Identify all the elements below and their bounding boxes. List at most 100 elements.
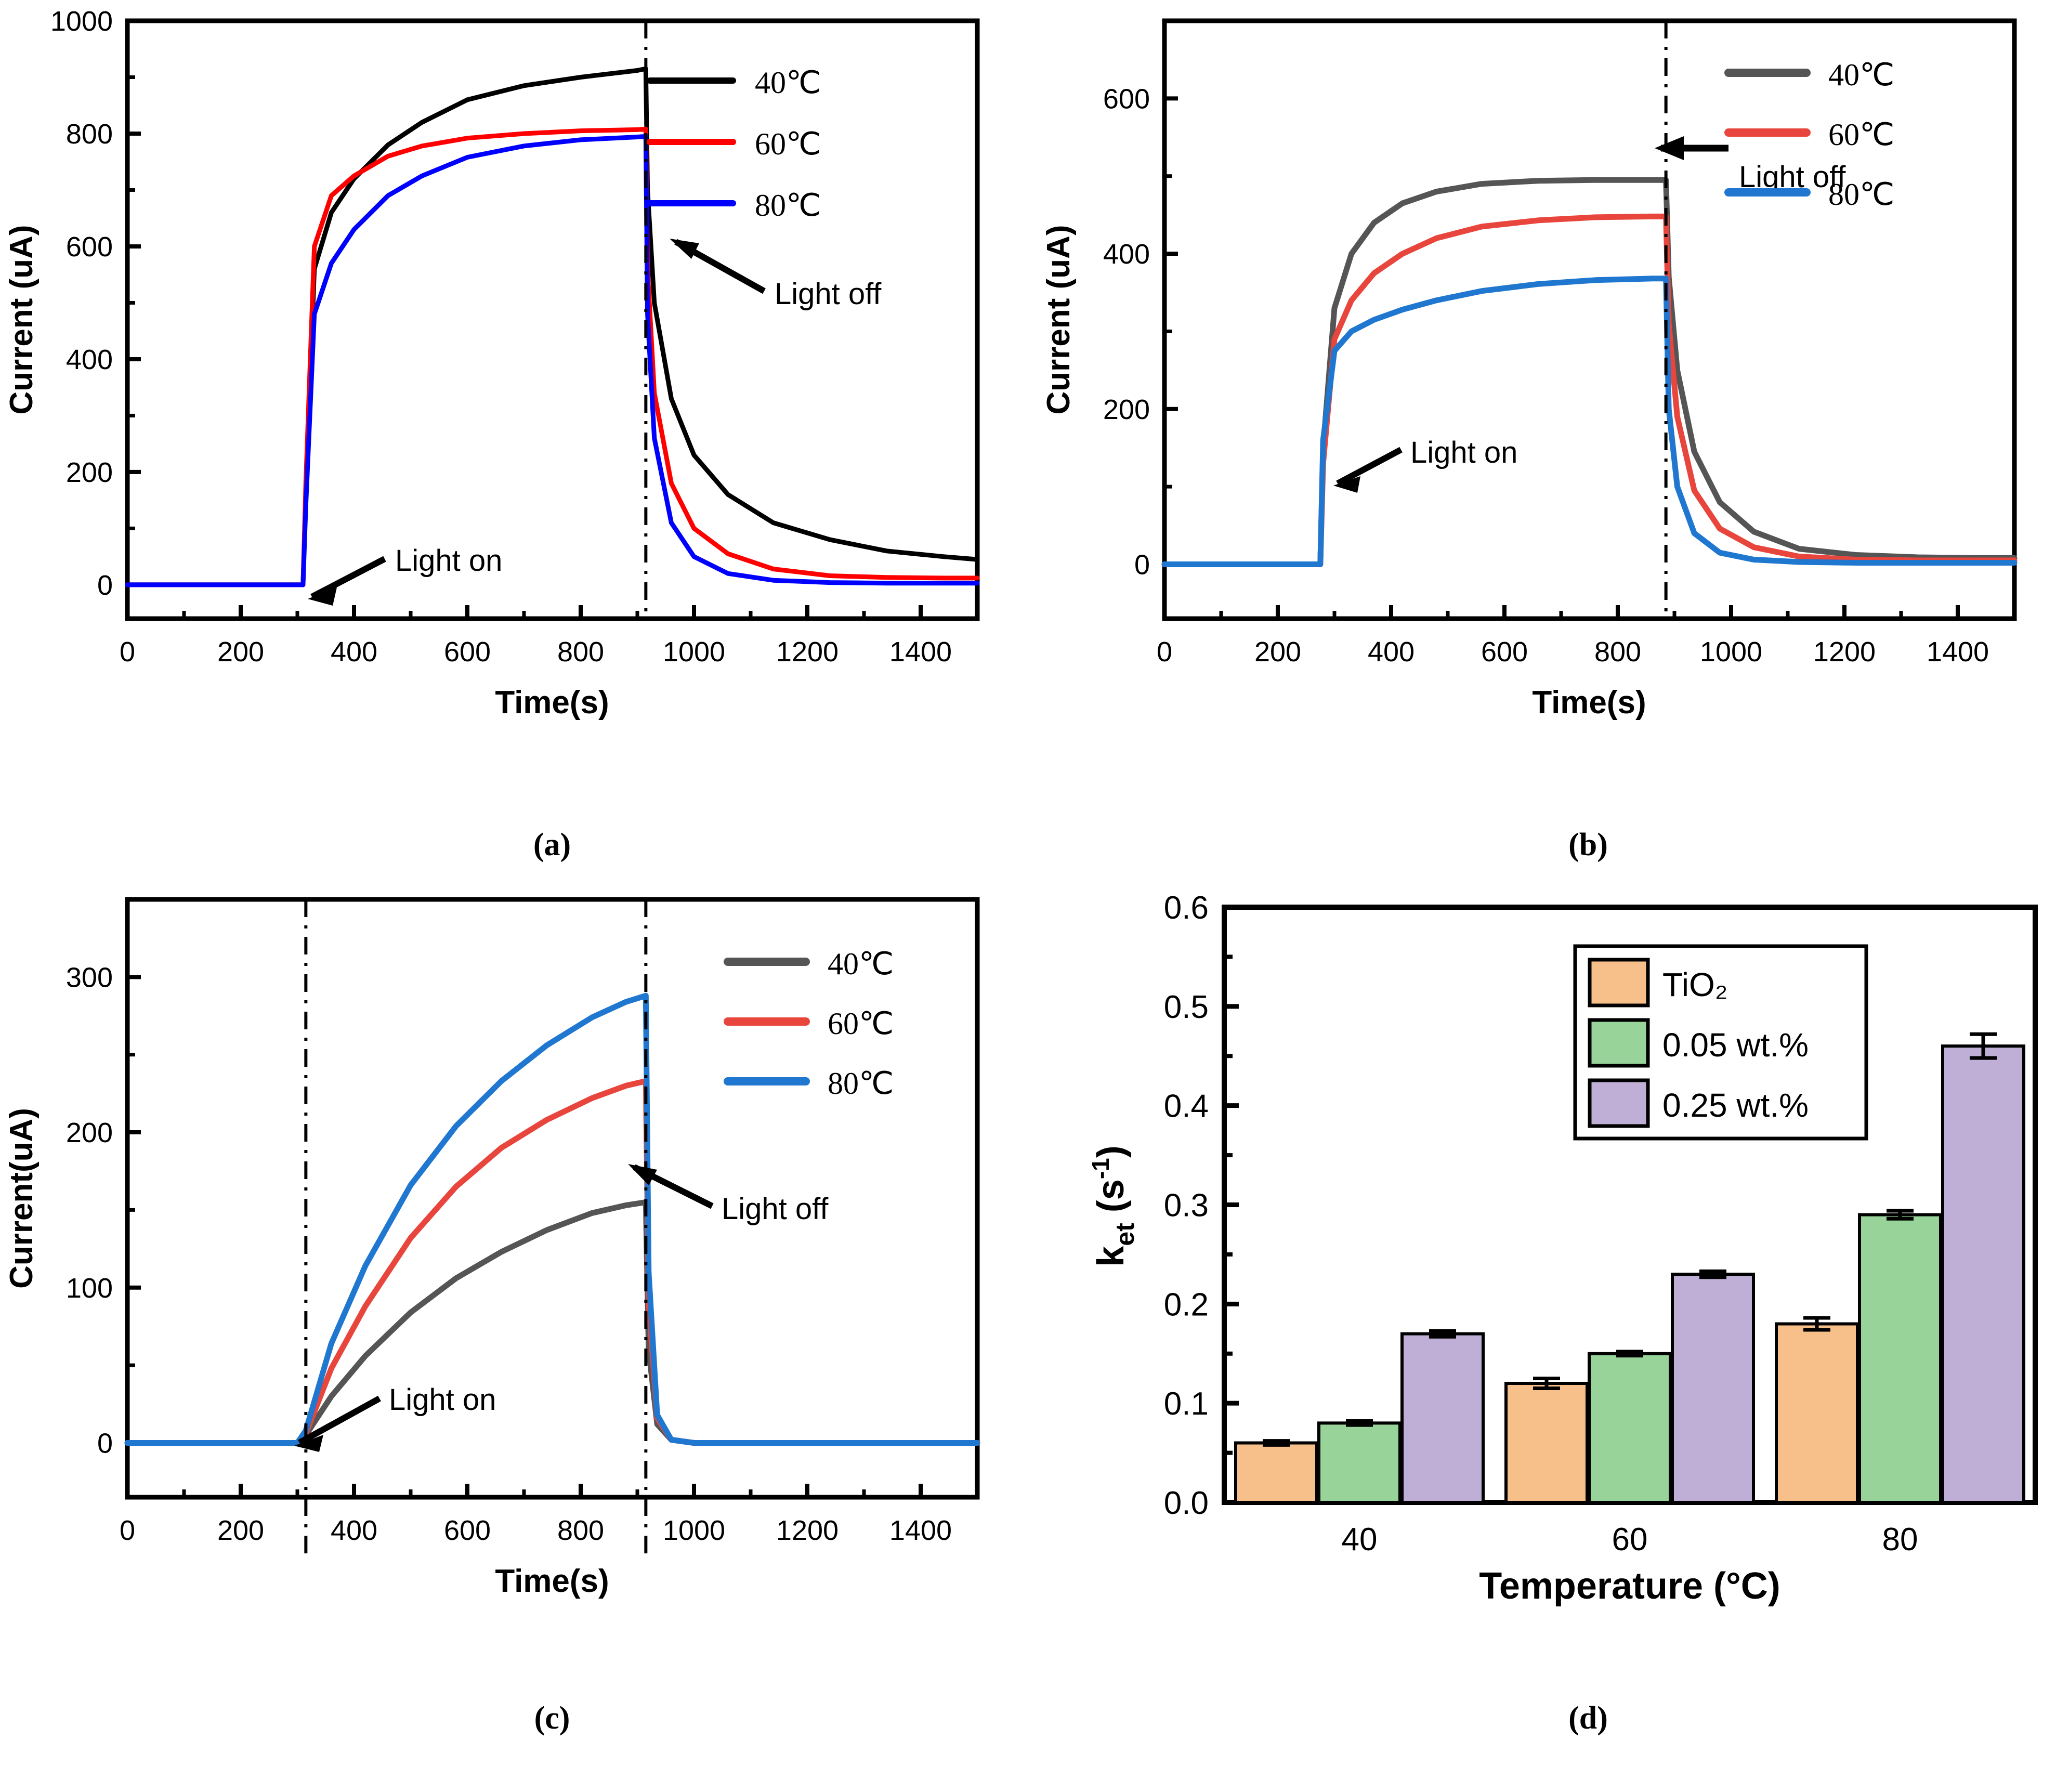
- panel-d-ytick-0.1: 0.1: [1164, 1386, 1209, 1422]
- panel-b-legend: 40℃ 60℃ 80℃: [1724, 58, 1894, 212]
- panel-a-legend-label-3: 80℃: [755, 188, 821, 223]
- panel-a-light-on-label: Light on: [395, 544, 502, 578]
- panel-a-xtick-0: 0: [120, 636, 135, 668]
- panel-d-bar-60-1: [1504, 1382, 1589, 1504]
- panel-c-curves: [124, 992, 980, 1446]
- panel-c-light-on-annotation: Light on: [294, 1383, 496, 1452]
- panel-c-ytick-200: 200: [66, 1117, 113, 1148]
- panel-a-light-on-annotation: Light on: [308, 544, 502, 606]
- panel-c-xtick-1400: 1400: [889, 1515, 952, 1546]
- panel-a-ytick-600: 600: [66, 231, 113, 263]
- panel-d-bar-80-2: [1858, 1213, 1942, 1504]
- panel-b-ytick-400: 400: [1103, 239, 1150, 270]
- panel-d-errorbar-80-3: [1970, 1032, 1997, 1060]
- panel-b-legend-label-3: 80℃: [1828, 177, 1894, 212]
- panel-c-ylabel: Current(uA): [4, 1108, 40, 1289]
- panel-a-light-off-annotation: Light off: [670, 239, 882, 311]
- panel-a-series-2: [125, 126, 980, 587]
- panel-a-light-off-label: Light off: [775, 277, 882, 311]
- panel-d-svg: 0.0 0.1 0.2 0.3 0.4 0.5 0.6 40 60 80 TiO₂ 0.05 wt.…: [1089, 890, 2038, 1606]
- panel-b-ytick-0: 0: [1134, 549, 1150, 580]
- panel-b-light-off-annotation: Light off: [1655, 136, 1846, 194]
- panel-d-xlabel: Temperature (°C): [1479, 1565, 1780, 1606]
- panel-b-caption: (b): [1568, 827, 1608, 862]
- panel-c-ticks: 0 200 400 600 800 1000 1200 1400 0 100 200 300: [66, 962, 952, 1546]
- panel-b-series-3: [1161, 276, 2018, 567]
- svg-text:ket (s-1): ket (s-1): [1089, 1145, 1140, 1266]
- panel-c-xtick-600: 600: [444, 1515, 491, 1546]
- panel-d-ticks: 0.0 0.1 0.2 0.3 0.4 0.5 0.6 40 60 80: [1164, 890, 1918, 1558]
- panel-d-errorbar-40-1: [1263, 1439, 1290, 1447]
- panel-c-ytick-0: 0: [97, 1428, 113, 1459]
- panel-d-legend-swatch-2: [1588, 1018, 1650, 1068]
- panel-b-series-1: [1161, 177, 2018, 567]
- panel-b-series-2: [1161, 213, 2018, 567]
- panel-c-legend-label-2: 60℃: [828, 1006, 894, 1041]
- panel-a-xtick-1200: 1200: [776, 636, 839, 668]
- panel-b-ytick-200: 200: [1103, 394, 1150, 425]
- panel-d-errorbar-80-1: [1803, 1316, 1830, 1332]
- panel-c-legend-label-3: 80℃: [828, 1066, 894, 1101]
- panel-d-caption: (d): [1568, 1701, 1608, 1736]
- panel-d-bar-80-1: [1775, 1322, 1859, 1504]
- panel-b-light-on-label: Light on: [1410, 436, 1517, 469]
- panel-c: 0 200 400 600 800 1000 1200 1400 0 100 200 300 Ligh…: [0, 879, 1019, 1606]
- panel-d-bars: [1234, 1032, 2025, 1505]
- panel-a-xtick-600: 600: [444, 636, 491, 668]
- panel-d-bar-60-2: [1588, 1352, 1672, 1504]
- panel-a-ytick-200: 200: [66, 457, 113, 488]
- panel-d-errorbar-60-1: [1533, 1376, 1560, 1391]
- panel-c-legend: 40℃ 60℃ 80℃: [724, 947, 894, 1101]
- panel-a-curves: [125, 66, 980, 587]
- panel-d-errorbar-60-3: [1699, 1269, 1726, 1279]
- panel-d-legend-swatch-3: [1588, 1078, 1650, 1128]
- panel-a-ytick-800: 800: [66, 119, 113, 150]
- panel-b-curves: [1161, 177, 2018, 567]
- panel-c-light-off-annotation: Light off: [628, 1164, 829, 1226]
- panel-b-xtick-800: 800: [1594, 636, 1641, 668]
- panel-d-bar-60-3: [1671, 1273, 1755, 1504]
- panel-a-axes: [125, 18, 980, 621]
- panel-a-xtick-1000: 1000: [663, 636, 725, 668]
- panel-a-xlabel: Time(s): [495, 685, 609, 721]
- panel-a-xtick-800: 800: [557, 636, 604, 668]
- panel-b-legend-label-1: 40℃: [1828, 58, 1894, 92]
- panel-c-xtick-800: 800: [557, 1515, 604, 1546]
- panel-c-light-lines: [304, 899, 648, 1554]
- panel-d-ylabel-sup: -1: [1089, 1158, 1114, 1179]
- panel-d-xtick-60: 60: [1612, 1522, 1648, 1558]
- panel-a: 0 200 400 600 800 1000 1200 1400 0 200 400 600 800 10…: [0, 0, 1019, 728]
- panel-a-svg: 0 200 400 600 800 1000 1200 1400 0 200 400 600 800 10…: [4, 6, 980, 721]
- panel-d-ylabel-unit: (s: [1090, 1179, 1132, 1223]
- panel-a-legend-label-2: 60℃: [755, 127, 821, 161]
- panel-b-svg: 0 200 400 600 800 1000 1200 1400 0 200 400 600 Ligh…: [1041, 18, 2018, 721]
- panel-c-xtick-0: 0: [120, 1515, 135, 1546]
- panel-d-errorbar-60-2: [1616, 1350, 1643, 1358]
- panel-d-ylabel-sub: et: [1110, 1223, 1140, 1246]
- panel-a-series-1: [125, 66, 980, 587]
- panel-c-svg: 0 200 400 600 800 1000 1200 1400 0 100 200 300 Ligh…: [4, 897, 980, 1599]
- panel-b-axes: [1162, 18, 2017, 621]
- panel-c-light-on-label: Light on: [389, 1383, 496, 1417]
- panel-c-axes: [125, 897, 980, 1500]
- panel-b-ytick-600: 600: [1103, 83, 1150, 114]
- panel-d-errorbar-40-2: [1346, 1419, 1373, 1427]
- panel-b: 0 200 400 600 800 1000 1200 1400 0 200 400 600 Ligh…: [1037, 0, 2056, 728]
- panel-d-legend-label-2: 0.05 wt.%: [1662, 1026, 1809, 1064]
- panel-d-legend-label-1: TiO₂: [1662, 966, 1728, 1003]
- panel-c-ytick-100: 100: [66, 1273, 113, 1304]
- panel-b-ylabel: Current (uA): [1041, 225, 1077, 414]
- panel-c-legend-label-1: 40℃: [828, 947, 894, 981]
- panel-c-series-3: [124, 992, 980, 1446]
- panel-a-ytick-400: 400: [66, 344, 113, 375]
- panel-d-bar-40-3: [1400, 1332, 1485, 1504]
- panel-b-xtick-0: 0: [1157, 636, 1172, 668]
- panel-c-series-2: [124, 1078, 980, 1446]
- panel-d-ytick-0.4: 0.4: [1164, 1089, 1209, 1124]
- panel-c-xtick-400: 400: [331, 1515, 377, 1546]
- panel-d-bar-80-3: [1941, 1044, 2025, 1504]
- panel-d-ylabel: ket (s-1): [1089, 1145, 1140, 1266]
- panel-b-xlabel: Time(s): [1532, 685, 1646, 721]
- panel-c-caption: (c): [534, 1701, 570, 1736]
- panel-c-ytick-300: 300: [66, 962, 113, 993]
